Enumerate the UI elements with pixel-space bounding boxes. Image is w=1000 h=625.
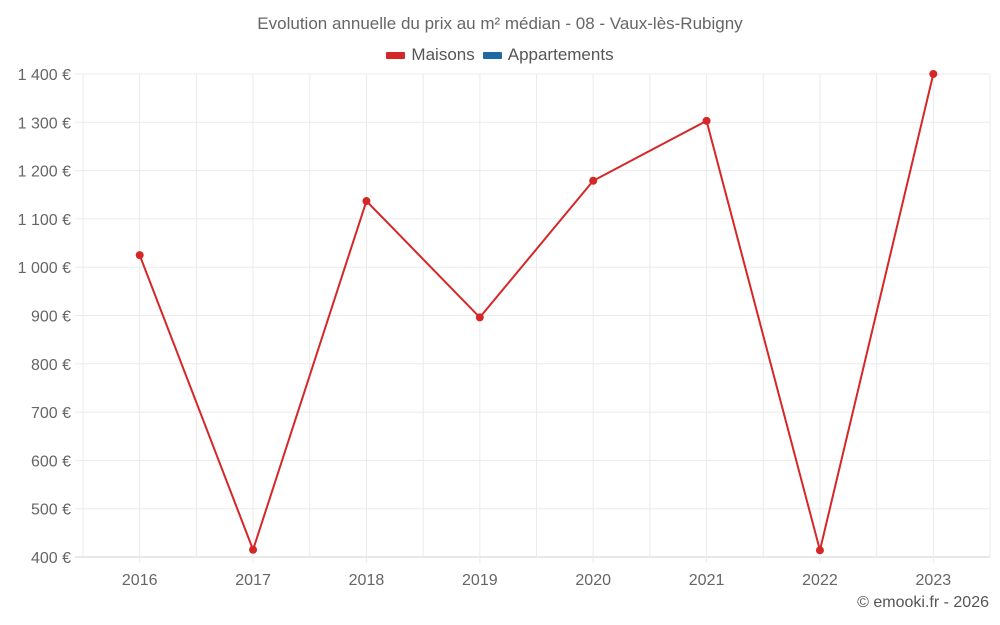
y-tick-label: 700 €	[31, 405, 71, 422]
y-tick-label: 1 300 €	[18, 115, 71, 132]
grid-lines	[75, 73, 991, 563]
credit: © emooki.fr - 2026	[857, 594, 989, 611]
x-tick-label: 2021	[689, 572, 725, 589]
y-tick-label: 900 €	[31, 309, 71, 326]
data-point[interactable]	[589, 176, 598, 185]
data-point[interactable]	[929, 70, 938, 78]
data-point[interactable]	[135, 251, 144, 260]
legend-label-appartements: Appartements	[507, 45, 614, 64]
chart-title: Evolution annuelle du prix au m² médian …	[257, 14, 743, 33]
x-tick-label: 2017	[235, 572, 271, 589]
x-tick-label: 2019	[462, 572, 498, 589]
maisons-swatch-icon	[386, 51, 406, 59]
data-point[interactable]	[362, 197, 371, 206]
legend-label-maisons: Maisons	[411, 45, 475, 64]
y-tick-label: 600 €	[31, 453, 71, 470]
data-point[interactable]	[815, 546, 824, 555]
data-point[interactable]	[475, 313, 484, 322]
legend: Maisons Appartements	[0, 45, 1000, 65]
y-tick-label: 1 400 €	[18, 67, 71, 84]
data-point[interactable]	[702, 116, 711, 125]
series-maisons	[135, 70, 938, 555]
x-tick-label: 2023	[916, 572, 952, 589]
y-tick-label: 400 €	[31, 550, 71, 567]
y-tick-label: 1 200 €	[18, 164, 71, 181]
legend-item-maisons[interactable]: Maisons	[386, 45, 475, 65]
y-tick-label: 500 €	[31, 502, 71, 519]
legend-item-appartements[interactable]: Appartements	[482, 45, 614, 65]
appartements-swatch-icon	[482, 51, 502, 59]
data-point[interactable]	[249, 545, 258, 554]
x-tick-label: 2020	[575, 572, 611, 589]
x-tick-label: 2016	[122, 572, 158, 589]
y-tick-label: 800 €	[31, 357, 71, 374]
x-axis: 2016 2017 2018 2019 2020 2021 2022 2023	[122, 572, 951, 589]
y-axis: 400 € 500 € 600 € 700 € 800 € 900 € 1 000 € 1 1…	[18, 67, 71, 567]
x-tick-label: 2018	[349, 572, 385, 589]
y-tick-label: 1 000 €	[18, 260, 71, 277]
x-tick-label: 2022	[802, 572, 838, 589]
y-tick-label: 1 100 €	[18, 212, 71, 229]
